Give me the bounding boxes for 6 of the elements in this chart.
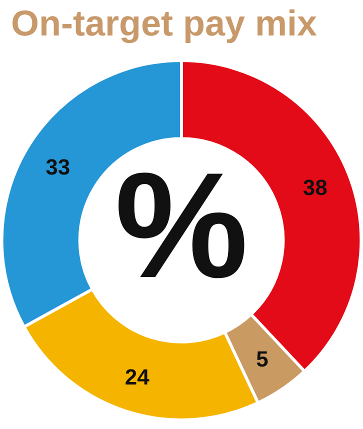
- data-label: 24: [124, 364, 150, 390]
- text: %: [114, 141, 248, 309]
- data-label: 33: [46, 154, 70, 180]
- data-label: 5: [256, 346, 268, 372]
- chart-title: On-target pay mix: [11, 2, 318, 44]
- data-label: 38: [302, 174, 328, 200]
